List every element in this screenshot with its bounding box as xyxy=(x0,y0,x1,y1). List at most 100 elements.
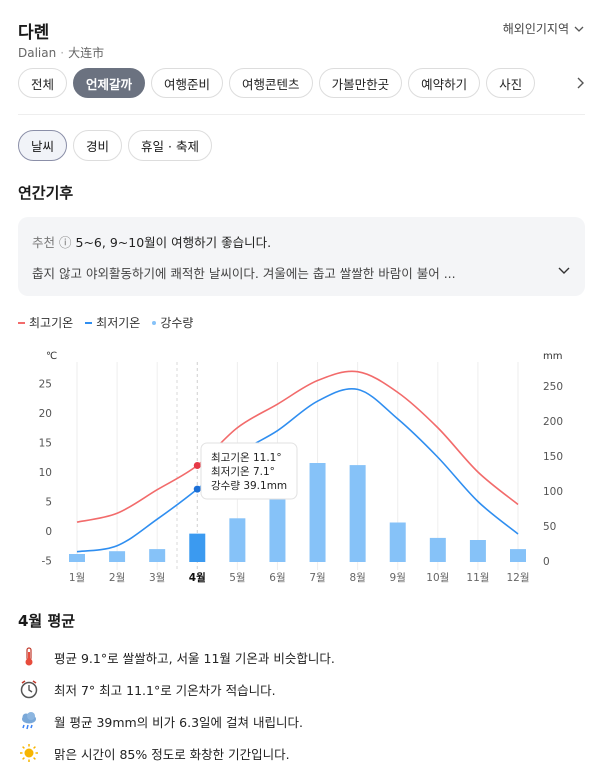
rain-bar[interactable] xyxy=(149,549,166,562)
rain-bar[interactable] xyxy=(469,540,486,562)
y-right-tick: 0 xyxy=(543,556,550,568)
legend-low: 최저기온 xyxy=(85,314,140,331)
fact-temp-range: 최저 7° 최고 11.1°로 기온차가 적습니다. xyxy=(18,673,335,705)
y-right-unit: mm xyxy=(543,351,562,362)
y-right-tick: 50 xyxy=(543,521,556,533)
tab-booking[interactable]: 예약하기 xyxy=(408,68,481,98)
legend-rain: 강수량 xyxy=(152,314,193,331)
sub-tabs: 날씨 경비 휴일 · 축제 xyxy=(18,130,212,161)
chart-legend: 최고기온 최저기온 강수량 xyxy=(18,314,193,331)
legend-low-label: 최저기온 xyxy=(96,316,141,330)
tab-places[interactable]: 가볼만한곳 xyxy=(318,68,403,98)
tab-all[interactable]: 전체 xyxy=(18,68,68,98)
info-icon[interactable]: ⓘ xyxy=(59,235,72,250)
y-left-tick: -5 xyxy=(42,556,52,568)
fact-rain-text: 월 평균 39mm의 비가 6.3일에 걸쳐 내립니다. xyxy=(54,714,303,730)
legend-high: 최고기온 xyxy=(18,314,73,331)
fact-sun-text: 맑은 시간이 85% 정도로 화창한 기간입니다. xyxy=(54,746,290,762)
rain-bar[interactable] xyxy=(269,497,286,562)
legend-rain-swatch xyxy=(152,320,157,325)
x-tick-label[interactable]: 7월 xyxy=(309,572,325,584)
average-facts: 평균 9.1°로 쌀쌀하고, 서울 11월 기온과 비슷합니다. 최저 7° 최… xyxy=(18,641,335,769)
chip-weather[interactable]: 날씨 xyxy=(18,130,68,161)
x-tick-label[interactable]: 3월 xyxy=(149,572,165,584)
x-tick-label[interactable]: 6월 xyxy=(269,572,285,584)
rain-bar[interactable] xyxy=(349,465,366,562)
recommend-text: 5~6, 9~10월이 여행하기 좋습니다. xyxy=(75,235,272,250)
thermometer-icon xyxy=(18,646,40,668)
region-dropdown[interactable]: 해외인기지역 xyxy=(503,20,585,37)
x-tick-label[interactable]: 5월 xyxy=(229,572,245,584)
rain-bar[interactable] xyxy=(309,463,326,562)
x-tick-label[interactable]: 4월 xyxy=(189,571,206,584)
region-dropdown-label: 해외인기지역 xyxy=(502,22,569,36)
chip-holidays[interactable]: 휴일 · 축제 xyxy=(128,130,212,161)
y-right-tick: 150 xyxy=(543,451,563,463)
y-left-unit: ℃ xyxy=(46,351,57,362)
y-right-tick: 100 xyxy=(543,486,563,498)
fact-temperature-text: 평균 9.1°로 쌀쌀하고, 서울 11월 기온과 비슷합니다. xyxy=(54,650,335,666)
page-title: 다롄 xyxy=(18,23,50,43)
recommend-line: 추천 ⓘ 5~6, 9~10월이 여행하기 좋습니다. xyxy=(32,232,271,251)
rain-bar[interactable] xyxy=(229,518,246,562)
x-tick-label[interactable]: 10월 xyxy=(426,572,449,584)
divider xyxy=(18,114,585,115)
low-temp-line xyxy=(76,387,519,553)
y-right-tick: 200 xyxy=(543,416,563,428)
y-left-tick: 10 xyxy=(39,467,52,479)
x-tick-label[interactable]: 8월 xyxy=(349,572,365,584)
high-temp-point[interactable] xyxy=(193,462,201,470)
x-tick-label[interactable]: 9월 xyxy=(390,572,406,584)
y-left-tick: 0 xyxy=(45,526,52,538)
x-tick-label[interactable]: 12월 xyxy=(506,572,529,584)
average-title: 4월 평균 xyxy=(18,612,76,630)
rain-bar[interactable] xyxy=(429,537,446,562)
fact-temp-range-text: 최저 7° 최고 11.1°로 기온차가 적습니다. xyxy=(54,682,276,698)
legend-rain-label: 강수량 xyxy=(160,316,194,330)
y-right-tick: 250 xyxy=(543,381,563,393)
x-tick-label[interactable]: 2월 xyxy=(109,572,125,584)
tooltip-line: 최저기온 7.1° xyxy=(211,466,275,478)
section-title: 연간기후 xyxy=(18,184,74,202)
recommend-box: 추천 ⓘ 5~6, 9~10월이 여행하기 좋습니다. 춥지 않고 야외활동하기… xyxy=(18,217,585,296)
x-tick-label[interactable]: 11월 xyxy=(466,572,489,584)
rain-bar[interactable] xyxy=(109,551,126,562)
recommend-description: 춥지 않고 야외활동하기에 쾌적한 날씨이다. 겨울에는 춥고 쌀쌀한 바람이 … xyxy=(32,266,456,281)
rain-bar-selected[interactable] xyxy=(189,533,206,562)
legend-high-swatch xyxy=(18,321,25,324)
subtitle-separator: · xyxy=(60,46,65,60)
y-left-tick: 5 xyxy=(45,497,52,509)
tooltip-line: 강수량 39.1mm xyxy=(211,480,287,492)
fact-rain: 월 평균 39mm의 비가 6.3일에 걸쳐 내립니다. xyxy=(18,705,335,737)
subtitle-local: 大连市 xyxy=(68,46,105,60)
rain-bar[interactable] xyxy=(510,549,526,562)
chip-cost[interactable]: 경비 xyxy=(73,130,123,161)
page-subtitle: Dalian · 大连市 xyxy=(18,44,104,61)
y-left-tick: 25 xyxy=(39,379,52,391)
y-left-tick: 15 xyxy=(39,438,52,450)
chevron-down-icon xyxy=(558,267,570,274)
tab-when-to-go[interactable]: 언제갈까 xyxy=(73,68,146,98)
y-left-tick: 20 xyxy=(39,408,52,420)
rain-bar[interactable] xyxy=(389,522,406,563)
high-temp-line xyxy=(76,370,519,523)
tab-photos[interactable]: 사진 xyxy=(486,68,536,98)
low-temp-point[interactable] xyxy=(193,485,201,493)
tab-trip-content[interactable]: 여행콘텐츠 xyxy=(229,68,313,98)
fact-temperature: 평균 9.1°로 쌀쌀하고, 서울 11월 기온과 비슷합니다. xyxy=(18,641,335,673)
expand-button[interactable] xyxy=(557,263,571,280)
subtitle-english: Dalian xyxy=(18,46,57,60)
legend-high-label: 최고기온 xyxy=(29,316,74,330)
tabs-next-button[interactable] xyxy=(571,74,589,92)
x-tick-label[interactable]: 1월 xyxy=(69,572,85,584)
tab-trip-prep[interactable]: 여행준비 xyxy=(151,68,224,98)
category-tabs: 전체 언제갈까 여행준비 여행콘텐츠 가볼만한곳 예약하기 사진 xyxy=(18,68,536,98)
recommend-label: 추천 xyxy=(32,235,56,250)
chevron-right-icon xyxy=(577,77,584,89)
legend-low-swatch xyxy=(85,321,93,324)
rain-cloud-icon xyxy=(18,710,40,732)
fact-sun: 맑은 시간이 85% 정도로 화창한 기간입니다. xyxy=(18,737,335,769)
rain-bar[interactable] xyxy=(69,554,85,562)
clock-icon xyxy=(18,678,40,700)
